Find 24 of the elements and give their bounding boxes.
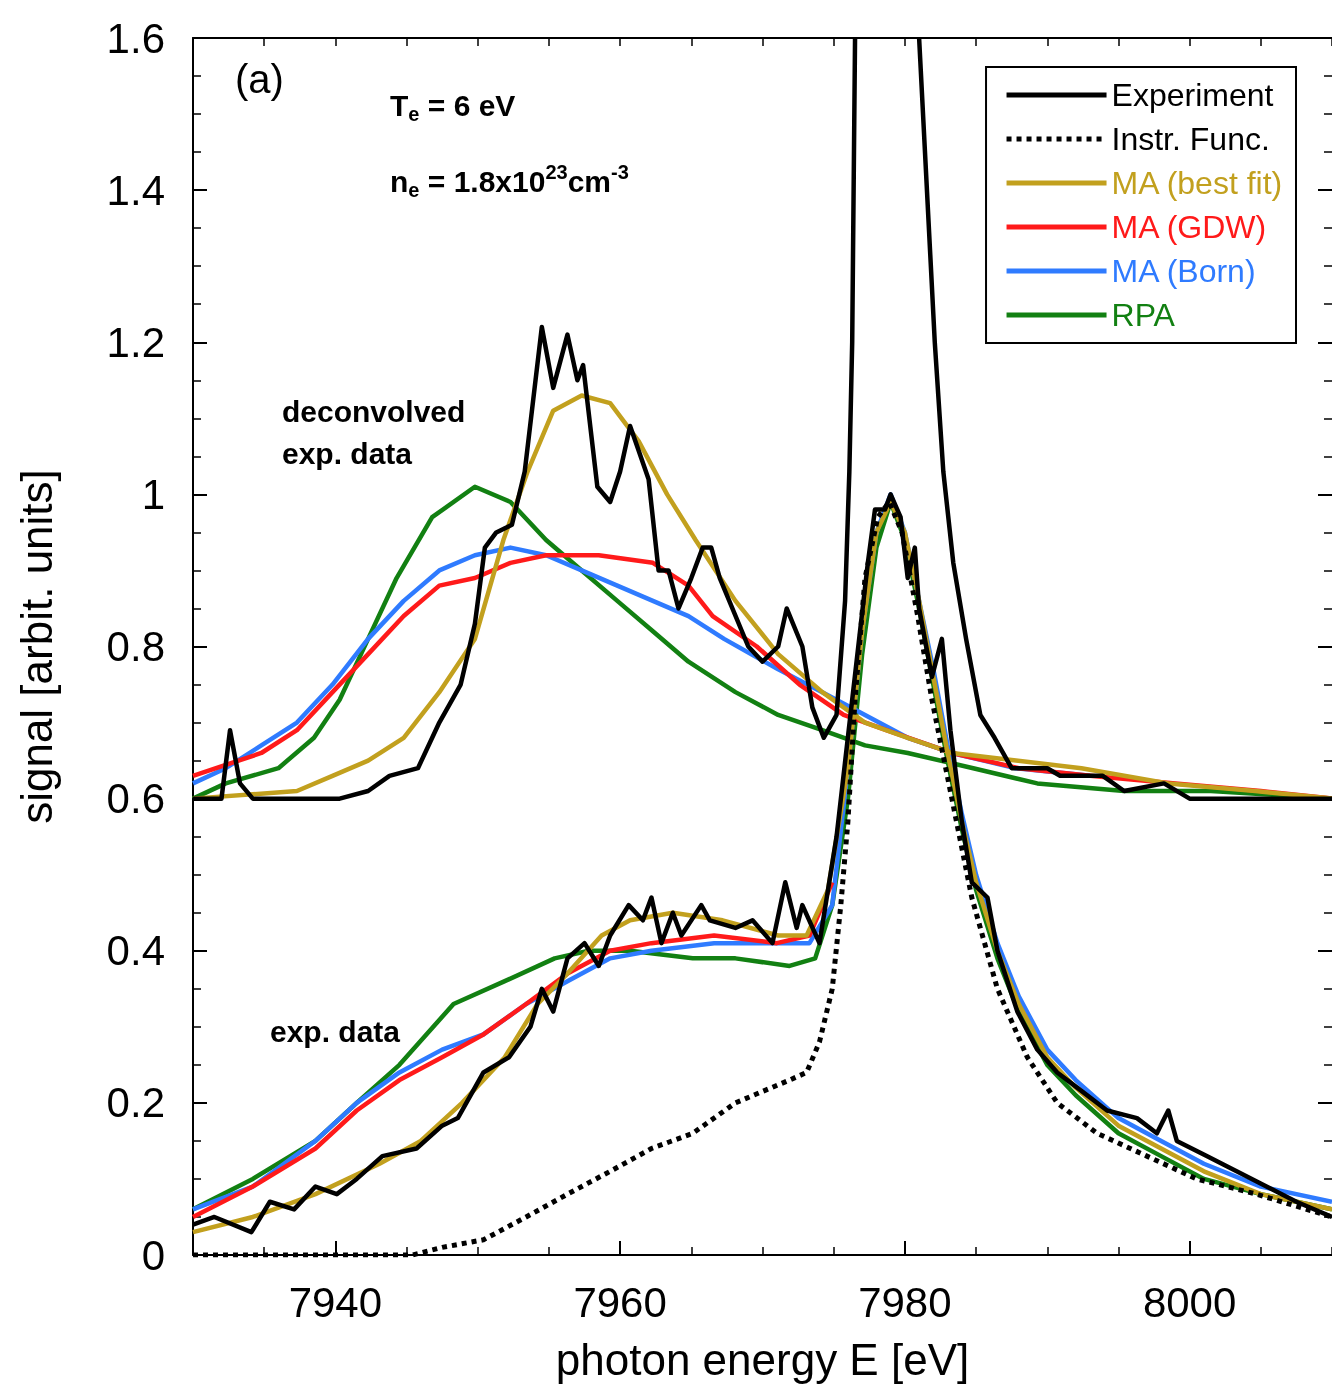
y-tick-label: 0.6	[106, 775, 165, 823]
legend-label: MA (Born)	[1111, 253, 1256, 289]
y-tick-label: 1	[141, 470, 165, 518]
x-tick-label: 7960	[573, 1278, 667, 1326]
legend-label: RPA	[1111, 297, 1176, 333]
x-tick-label: 7980	[858, 1278, 952, 1326]
y-axis-title: signal [arbit. units]	[11, 469, 61, 824]
legend-label: MA (GDW)	[1111, 209, 1267, 245]
y-tick-label: 1.2	[106, 318, 165, 366]
y-tick-label: 0.8	[106, 623, 165, 670]
y-tick-label: 1.6	[106, 14, 165, 62]
legend-label: MA (best fit)	[1111, 165, 1283, 201]
x-tick-label: 8000	[1142, 1278, 1237, 1326]
y-tick-label: 0	[141, 1231, 165, 1279]
annotation: deconvolved exp. data	[282, 394, 466, 470]
legend-label: Instr. Func.	[1111, 121, 1270, 157]
annotation: exp. data	[270, 1014, 401, 1048]
annotation: (a)	[235, 57, 284, 101]
legend-label: Experiment	[1111, 77, 1274, 113]
y-tick-label: 0.4	[106, 927, 165, 975]
y-tick-label: 0.2	[106, 1079, 165, 1127]
x-axis-title: photon energy E [eV]	[555, 1334, 970, 1384]
y-tick-label: 1.4	[106, 166, 165, 214]
x-tick-label: 7940	[288, 1278, 383, 1326]
